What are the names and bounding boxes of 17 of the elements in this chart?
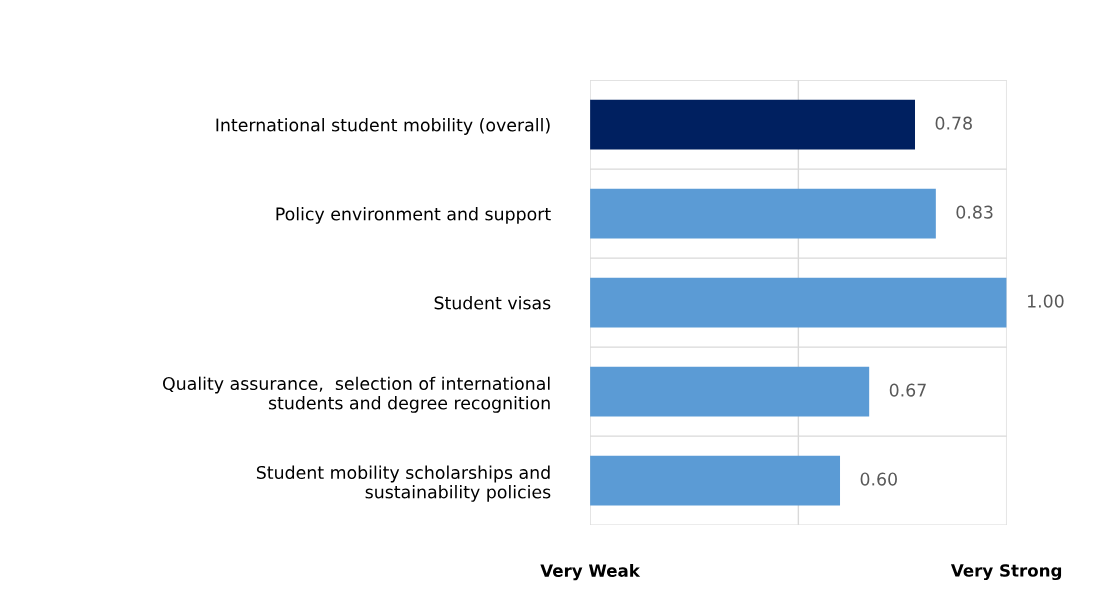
- text: Very Weak: [540, 563, 641, 581]
- bar: [590, 188, 936, 239]
- y-tick-label: Student mobility scholarships and sustainability policies: [256, 465, 551, 502]
- data-label: 0.78: [935, 116, 972, 130]
- y-tick-label: Student visas: [434, 296, 551, 310]
- data-label: 0.67: [889, 383, 926, 397]
- data-label: 0.60: [860, 472, 897, 486]
- data-label: 0.83: [956, 205, 993, 219]
- y-tick-label: International student mobility (overall): [216, 118, 550, 135]
- bar: [590, 455, 841, 506]
- bar: [590, 277, 1007, 328]
- y-tick-label: Quality assurance, selection of international students and degree recognition: [163, 376, 550, 413]
- bar: [590, 99, 916, 150]
- text: Very Strong: [950, 564, 1062, 581]
- y-tick-label: Policy environment and support: [276, 207, 551, 224]
- bar: [590, 366, 870, 417]
- data-label: 1.00: [1028, 294, 1064, 308]
